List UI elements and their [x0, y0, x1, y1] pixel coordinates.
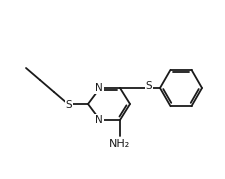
Text: S: S	[66, 100, 72, 110]
Text: N: N	[95, 115, 103, 125]
Text: S: S	[146, 81, 152, 91]
Text: N: N	[95, 83, 103, 93]
Text: S: S	[146, 81, 152, 91]
Text: NH₂: NH₂	[109, 139, 131, 149]
